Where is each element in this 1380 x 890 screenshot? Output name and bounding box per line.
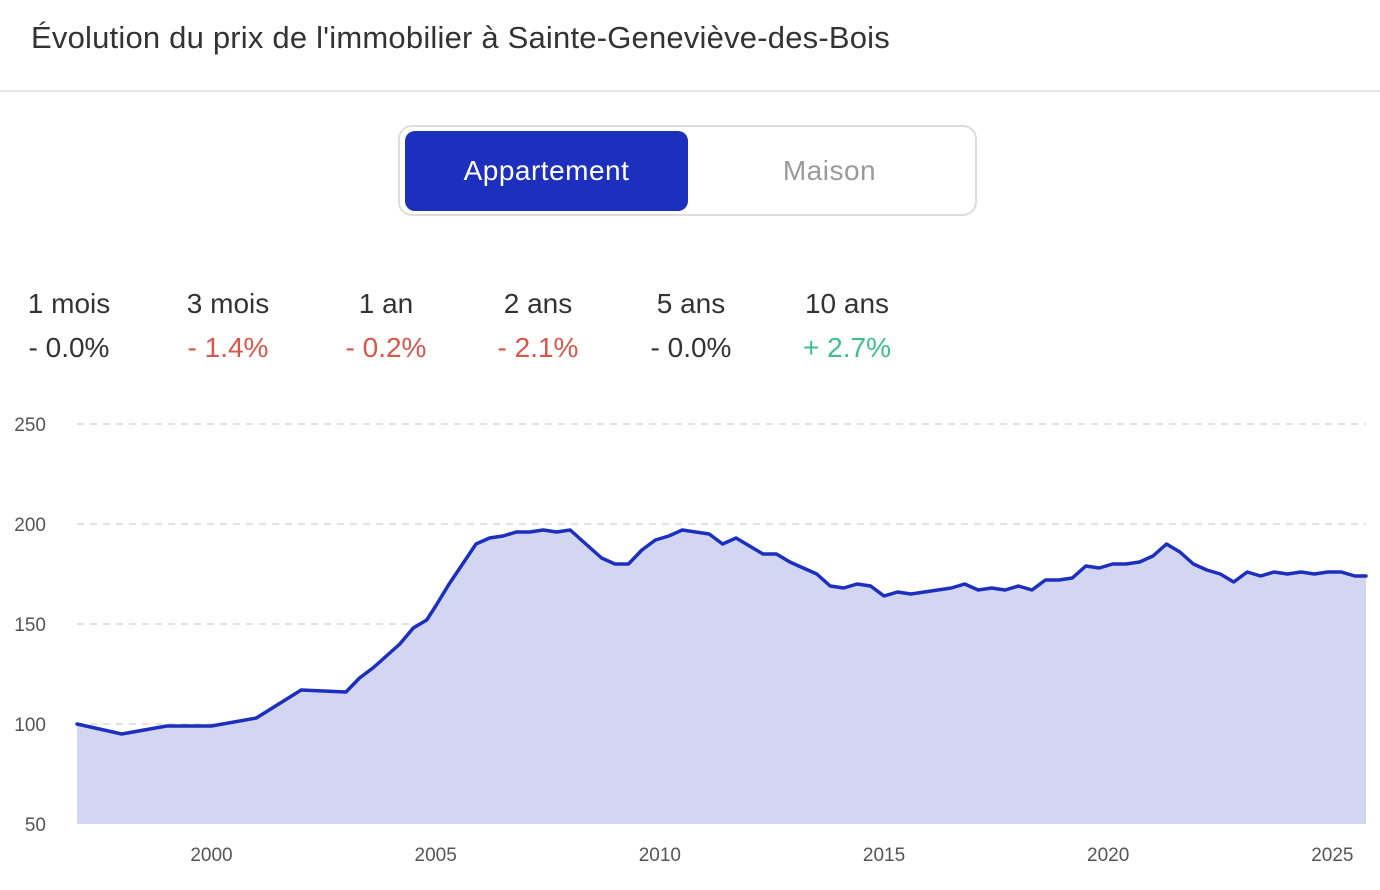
y-tick-label: 150 [14, 615, 46, 636]
stat-5-ans: 5 ans - 0.0% [611, 286, 771, 366]
stat-label: 1 an [358, 288, 414, 319]
x-tick-label: 2000 [190, 845, 232, 866]
maison-tab[interactable]: Maison [688, 131, 971, 211]
y-tick-label: 50 [25, 815, 46, 836]
stat-3-mois: 3 mois - 1.4% [148, 286, 308, 366]
price-change-stats: 1 mois - 0.0% 3 mois - 1.4% 1 an - 0.2% … [0, 286, 1380, 376]
stat-value: + 2.7% [803, 332, 891, 363]
price-index-chart: 50 100 150 200 250 2000 2005 2010 2015 2020 2025 [14, 415, 1368, 866]
x-tick-label: 2005 [415, 845, 457, 866]
y-tick-label: 100 [14, 715, 46, 736]
x-tick-label: 2015 [863, 845, 905, 866]
stat-value: - 0.2% [345, 332, 427, 363]
y-tick-label: 200 [14, 515, 46, 536]
stat-10-ans: 10 ans + 2.7% [767, 286, 927, 366]
y-tick-label: 250 [14, 415, 46, 436]
x-tick-label: 2010 [639, 845, 681, 866]
stat-1-mois: 1 mois - 0.0% [0, 286, 149, 366]
price-series-line [75, 528, 1368, 736]
stat-value: - 1.4% [187, 332, 269, 363]
x-axis-ticks: 2000 2005 2010 2015 2020 2025 [190, 845, 1353, 866]
y-axis-ticks: 50 100 150 200 250 [14, 415, 46, 836]
property-type-toggle: Appartement Maison [398, 125, 977, 216]
x-tick-label: 2020 [1087, 845, 1129, 866]
price-area-fill [77, 530, 1366, 824]
stat-value: - 2.1% [497, 332, 579, 363]
stat-label: 10 ans [804, 288, 890, 319]
stat-1-an: 1 an - 0.2% [306, 286, 466, 366]
stat-value: - 0.0% [650, 332, 732, 363]
stat-label: 2 ans [503, 288, 573, 319]
page-title: Évolution du prix de l'immobilier à Sain… [31, 20, 890, 55]
stat-label: 3 mois [186, 288, 270, 319]
x-tick-label: 2025 [1311, 845, 1353, 866]
appartement-tab[interactable]: Appartement [405, 131, 688, 211]
stat-2-ans: 2 ans - 2.1% [458, 286, 618, 366]
stat-label: 1 mois [27, 288, 111, 319]
stat-label: 5 ans [656, 288, 726, 319]
area-layer [75, 528, 1368, 824]
header: Évolution du prix de l'immobilier à Sain… [0, 0, 1380, 92]
stat-value: - 0.0% [28, 332, 110, 363]
